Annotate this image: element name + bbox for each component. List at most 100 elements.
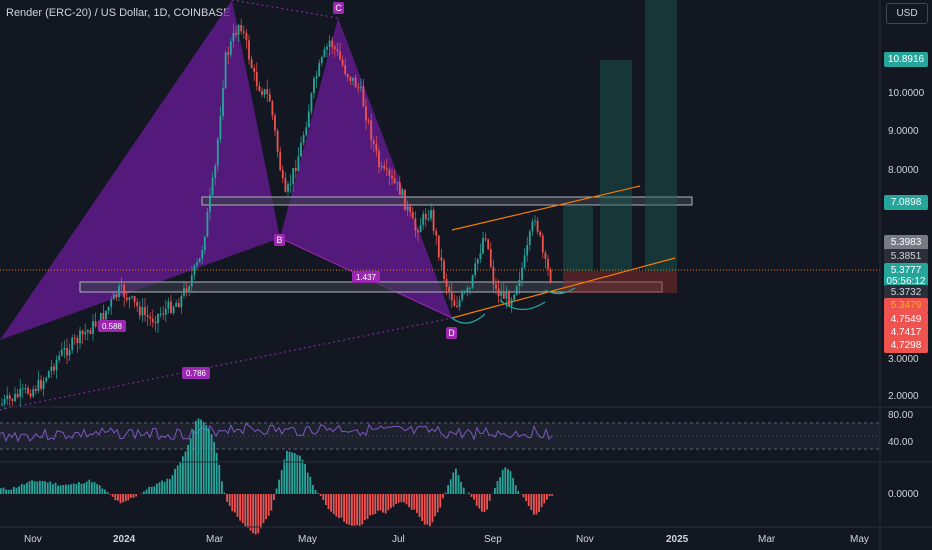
ratio-label-2[interactable]: 0.588 xyxy=(98,320,126,332)
macd-histogram[interactable] xyxy=(0,418,553,535)
macd-bar xyxy=(304,463,306,494)
price-badge: 4.7549 xyxy=(884,312,928,327)
macd-bar xyxy=(340,494,343,518)
candle-body xyxy=(323,49,326,57)
candle-body xyxy=(58,355,61,361)
candle-body xyxy=(242,31,245,33)
candle-body xyxy=(24,387,27,389)
candle-body xyxy=(357,87,360,89)
candle-body xyxy=(505,291,508,299)
candle-body xyxy=(73,337,76,339)
position-target-1[interactable] xyxy=(563,205,593,271)
macd-bar xyxy=(348,494,351,525)
macd-bar xyxy=(114,494,117,501)
macd-bar xyxy=(20,484,23,494)
macd-bar xyxy=(241,494,244,524)
macd-bar xyxy=(221,481,223,494)
rsi-line xyxy=(0,422,553,443)
candle-body xyxy=(250,59,253,68)
macd-bar xyxy=(130,494,132,498)
macd-bar xyxy=(270,494,273,511)
macd-bar xyxy=(384,494,387,514)
macd-bar xyxy=(106,491,109,494)
candle-body xyxy=(180,295,183,308)
candle-body xyxy=(476,258,479,264)
resistance-zone[interactable] xyxy=(201,196,693,206)
candle-body xyxy=(526,244,529,256)
point-label-d[interactable]: D xyxy=(446,327,457,339)
ratio-label-1[interactable]: 1.437 xyxy=(352,271,380,283)
harmonic-pattern[interactable] xyxy=(0,0,453,411)
position-target-3[interactable] xyxy=(645,0,677,271)
candle-body xyxy=(461,292,464,300)
macd-bar xyxy=(330,494,332,512)
macd-bar xyxy=(187,444,189,494)
candle-body xyxy=(222,88,224,117)
candle-body xyxy=(339,51,341,60)
macd-bar xyxy=(65,484,67,494)
rsi-pane[interactable] xyxy=(0,422,880,450)
macd-bar xyxy=(488,494,491,501)
macd-bar xyxy=(421,494,423,521)
point-label-b[interactable]: B xyxy=(274,234,285,246)
price-tick: 8.0000 xyxy=(888,165,919,176)
macd-bar xyxy=(434,494,436,517)
candle-body xyxy=(417,230,419,233)
candle-body xyxy=(183,288,185,296)
candle-body xyxy=(162,313,165,315)
candle-body xyxy=(528,231,531,245)
ratio-label-3[interactable]: 0.786 xyxy=(182,367,210,379)
candle-body xyxy=(263,89,266,95)
candle-body xyxy=(300,142,302,157)
macd-bar xyxy=(267,494,270,516)
candle-body xyxy=(292,168,295,184)
macd-bar xyxy=(481,494,483,512)
macd-bar xyxy=(197,418,200,494)
candle-body xyxy=(336,49,339,52)
candle-body xyxy=(144,307,146,315)
candle-body xyxy=(521,267,523,280)
position-target-2[interactable] xyxy=(600,60,632,271)
macd-bar xyxy=(353,494,356,526)
candle-body xyxy=(341,59,344,66)
position-stop[interactable] xyxy=(563,271,677,293)
macd-bar xyxy=(135,494,137,497)
candle-body xyxy=(172,306,175,313)
candle-body xyxy=(99,312,102,327)
macd-bar xyxy=(83,483,85,494)
candle-body xyxy=(258,85,261,91)
channel-upper-line[interactable] xyxy=(451,185,641,231)
time-tick: Sep xyxy=(484,534,502,545)
currency-button[interactable]: USD xyxy=(886,3,928,24)
time-tick: May xyxy=(850,534,869,545)
macd-bar xyxy=(486,494,488,510)
candle-body xyxy=(305,127,308,136)
macd-bar xyxy=(299,455,301,494)
channel-lower-line[interactable] xyxy=(451,257,676,319)
candle-body xyxy=(131,296,133,298)
candle-body xyxy=(248,40,250,60)
pattern-xd-line xyxy=(0,317,453,411)
candle-body xyxy=(196,262,198,266)
candle-body xyxy=(515,286,518,295)
candle-body xyxy=(237,24,240,35)
macd-bar xyxy=(189,438,192,494)
macd-bar xyxy=(124,494,127,502)
candle-body xyxy=(536,220,539,232)
candle-body xyxy=(146,314,149,318)
macd-bar xyxy=(525,494,527,502)
macd-bar xyxy=(213,441,215,494)
macd-bar xyxy=(247,494,249,528)
point-label-c[interactable]: C xyxy=(333,2,344,14)
macd-bar xyxy=(462,487,465,494)
macd-bar xyxy=(182,456,184,494)
candle-body xyxy=(313,78,315,94)
candle-body xyxy=(37,379,40,391)
candlestick-series[interactable] xyxy=(1,18,552,409)
candle-body xyxy=(206,211,209,237)
time-tick: 2024 xyxy=(113,534,136,545)
candle-body xyxy=(29,393,32,397)
candle-body xyxy=(448,286,451,292)
candle-body xyxy=(63,347,66,350)
